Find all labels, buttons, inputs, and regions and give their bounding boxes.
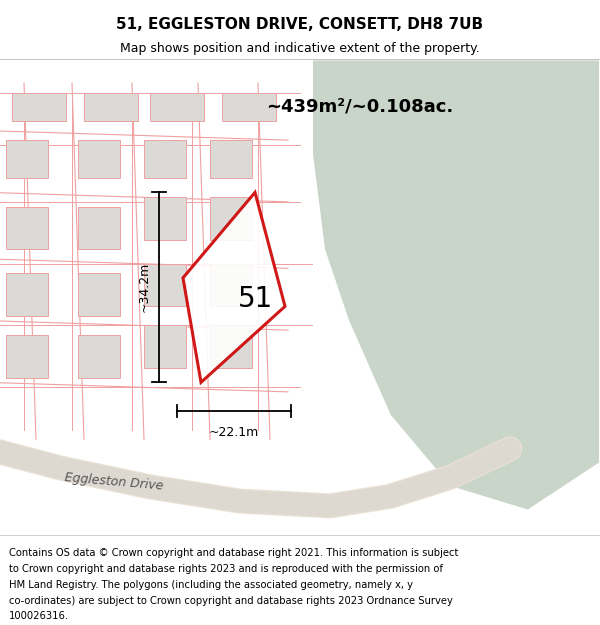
Bar: [84, 92, 138, 121]
Text: to Crown copyright and database rights 2023 and is reproduced with the permissio: to Crown copyright and database rights 2…: [9, 564, 443, 574]
Bar: [6, 207, 48, 249]
Polygon shape: [183, 192, 285, 382]
Bar: [144, 264, 186, 306]
Polygon shape: [312, 59, 600, 511]
Bar: [6, 335, 48, 378]
Bar: [144, 197, 186, 240]
Text: Map shows position and indicative extent of the property.: Map shows position and indicative extent…: [120, 41, 480, 54]
Text: Eggleston Drive: Eggleston Drive: [64, 471, 164, 493]
Text: ~34.2m: ~34.2m: [137, 262, 151, 312]
Text: HM Land Registry. The polygons (including the associated geometry, namely x, y: HM Land Registry. The polygons (includin…: [9, 580, 413, 590]
Bar: [144, 140, 186, 178]
Bar: [150, 92, 204, 121]
Bar: [6, 140, 48, 178]
Bar: [78, 140, 120, 178]
Bar: [210, 264, 252, 306]
Bar: [12, 92, 66, 121]
Bar: [210, 197, 252, 240]
Bar: [222, 92, 276, 121]
Bar: [78, 273, 120, 316]
Bar: [210, 140, 252, 178]
Bar: [210, 326, 252, 368]
Text: 51: 51: [238, 285, 272, 313]
Bar: [78, 207, 120, 249]
Text: 51, EGGLESTON DRIVE, CONSETT, DH8 7UB: 51, EGGLESTON DRIVE, CONSETT, DH8 7UB: [116, 17, 484, 32]
Bar: [144, 326, 186, 368]
Bar: [78, 335, 120, 378]
Text: ~22.1m: ~22.1m: [209, 426, 259, 439]
Bar: [6, 273, 48, 316]
Text: co-ordinates) are subject to Crown copyright and database rights 2023 Ordnance S: co-ordinates) are subject to Crown copyr…: [9, 596, 453, 606]
Text: Contains OS data © Crown copyright and database right 2021. This information is : Contains OS data © Crown copyright and d…: [9, 548, 458, 558]
Text: ~439m²/~0.108ac.: ~439m²/~0.108ac.: [266, 98, 454, 116]
Text: 100026316.: 100026316.: [9, 611, 69, 621]
